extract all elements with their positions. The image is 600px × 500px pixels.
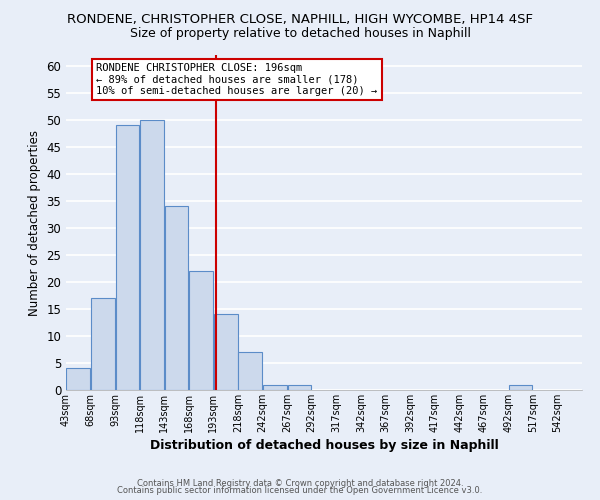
Bar: [287, 384, 311, 390]
Text: Contains public sector information licensed under the Open Government Licence v3: Contains public sector information licen…: [118, 486, 482, 495]
Text: Contains HM Land Registry data © Crown copyright and database right 2024.: Contains HM Land Registry data © Crown c…: [137, 478, 463, 488]
Text: Size of property relative to detached houses in Naphill: Size of property relative to detached ho…: [130, 28, 470, 40]
Bar: [116, 125, 139, 390]
Bar: [509, 384, 532, 390]
Bar: [91, 298, 115, 390]
Y-axis label: Number of detached properties: Number of detached properties: [28, 130, 41, 316]
Bar: [263, 384, 287, 390]
Bar: [238, 352, 262, 390]
Text: RONDENE, CHRISTOPHER CLOSE, NAPHILL, HIGH WYCOMBE, HP14 4SF: RONDENE, CHRISTOPHER CLOSE, NAPHILL, HIG…: [67, 12, 533, 26]
Bar: [164, 206, 188, 390]
X-axis label: Distribution of detached houses by size in Naphill: Distribution of detached houses by size …: [149, 439, 499, 452]
Bar: [214, 314, 238, 390]
Bar: [140, 120, 164, 390]
Bar: [189, 271, 213, 390]
Text: RONDENE CHRISTOPHER CLOSE: 196sqm
← 89% of detached houses are smaller (178)
10%: RONDENE CHRISTOPHER CLOSE: 196sqm ← 89% …: [97, 63, 378, 96]
Bar: [67, 368, 90, 390]
